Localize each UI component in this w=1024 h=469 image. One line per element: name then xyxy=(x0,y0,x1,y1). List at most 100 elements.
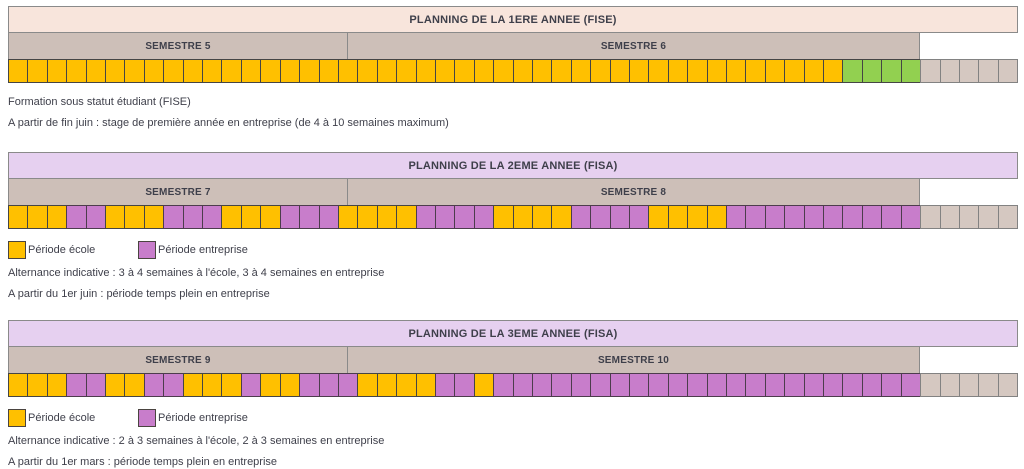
week-cell-periode-ecole xyxy=(27,373,48,397)
week-cell-stage-entreprise xyxy=(900,59,922,83)
week-cell-periode-ecole xyxy=(337,205,359,229)
week-cell-periode-entreprise xyxy=(163,205,184,229)
semester-7-label: SEMESTRE 7 xyxy=(8,178,348,206)
week-cell-periode-ecole xyxy=(357,205,378,229)
week-cell-periode-entreprise xyxy=(629,373,650,397)
week-cell-periode-ecole xyxy=(376,59,398,83)
week-cell-periode-entreprise xyxy=(861,205,883,229)
note-year3-temps-plein: A partir du 1er mars : période temps ple… xyxy=(8,456,278,468)
legend-item-ecole: Période école xyxy=(8,409,138,427)
week-cell-periode-ecole xyxy=(803,59,825,83)
week-cell-periode-ecole xyxy=(396,59,417,83)
week-cell-hors-periode xyxy=(958,59,980,83)
week-cell-periode-ecole xyxy=(337,59,359,83)
week-cell-periode-entreprise xyxy=(85,205,107,229)
planning-title-year1: PLANNING DE LA 1ERE ANNEE (FISE) xyxy=(8,6,1018,33)
week-cell-periode-ecole xyxy=(105,59,126,83)
week-cell-hors-periode xyxy=(958,205,980,229)
semester-9-label: SEMESTRE 9 xyxy=(8,346,348,374)
week-cell-hors-periode xyxy=(939,373,960,397)
week-cell-periode-ecole xyxy=(124,205,145,229)
week-cell-periode-ecole xyxy=(396,205,417,229)
week-cell-periode-ecole xyxy=(46,373,68,397)
week-cell-periode-ecole xyxy=(667,205,689,229)
week-cell-stage-entreprise xyxy=(861,59,883,83)
week-cell-periode-ecole xyxy=(493,59,514,83)
week-cell-periode-entreprise xyxy=(299,373,320,397)
week-cell-hors-periode xyxy=(920,373,941,397)
week-cell-periode-ecole xyxy=(648,205,669,229)
week-cell-periode-entreprise xyxy=(687,373,708,397)
week-cell-periode-ecole xyxy=(531,59,553,83)
week-cell-periode-entreprise xyxy=(900,373,922,397)
week-cell-periode-ecole xyxy=(551,59,572,83)
week-cell-periode-entreprise xyxy=(512,373,533,397)
week-cell-periode-entreprise xyxy=(434,373,456,397)
legend-label-ecole: Période école xyxy=(28,412,96,424)
week-cell-hors-periode xyxy=(978,205,999,229)
week-cell-periode-ecole xyxy=(260,59,281,83)
legend-year2: Période école Période entreprise xyxy=(8,241,1018,259)
note-year1-statut: Formation sous statut étudiant (FISE) xyxy=(8,96,191,108)
legend-item-entreprise: Période entreprise xyxy=(138,409,248,427)
week-cell-periode-ecole xyxy=(221,373,242,397)
week-cell-periode-ecole xyxy=(221,205,242,229)
note-year2-alternance: Alternance indicative : 3 à 4 semaines à… xyxy=(8,267,385,279)
week-cell-periode-entreprise xyxy=(163,373,184,397)
week-cell-hors-periode xyxy=(997,59,1019,83)
legend-item-entreprise: Période entreprise xyxy=(138,241,248,259)
week-cell-periode-entreprise xyxy=(842,205,863,229)
week-cell-periode-ecole xyxy=(240,59,262,83)
planning-title-year3: PLANNING DE LA 3EME ANNEE (FISA) xyxy=(8,320,1018,347)
week-cell-periode-ecole xyxy=(415,373,436,397)
week-row-year3 xyxy=(8,373,1019,397)
week-cell-periode-ecole xyxy=(609,59,630,83)
week-cell-periode-ecole xyxy=(66,59,87,83)
week-cell-periode-entreprise xyxy=(745,373,766,397)
week-cell-periode-ecole xyxy=(27,59,48,83)
week-cell-periode-ecole xyxy=(570,59,592,83)
week-cell-periode-ecole xyxy=(706,59,728,83)
week-cell-periode-entreprise xyxy=(881,373,902,397)
week-cell-periode-ecole xyxy=(706,205,728,229)
week-cell-periode-ecole xyxy=(202,373,223,397)
week-cell-periode-entreprise xyxy=(590,373,611,397)
week-cell-periode-entreprise xyxy=(842,373,863,397)
week-cell-hors-periode xyxy=(978,373,999,397)
semester-row-year3: SEMESTRE 9 SEMESTRE 10 xyxy=(8,346,920,374)
planning-title-year2: PLANNING DE LA 2EME ANNEE (FISA) xyxy=(8,152,1018,179)
week-cell-periode-ecole xyxy=(8,373,29,397)
week-cell-hors-periode xyxy=(997,373,1019,397)
week-cell-periode-entreprise xyxy=(803,205,825,229)
week-cell-periode-entreprise xyxy=(764,205,786,229)
week-cell-periode-entreprise xyxy=(66,373,87,397)
legend-year3: Période école Période entreprise xyxy=(8,409,1018,427)
week-cell-periode-ecole xyxy=(124,373,145,397)
note-year1-stage: A partir de fin juin : stage de première… xyxy=(8,117,449,129)
semester-row-year1: SEMESTRE 5 SEMESTRE 6 xyxy=(8,32,920,60)
week-cell-periode-ecole xyxy=(493,205,514,229)
week-cell-periode-ecole xyxy=(764,59,786,83)
week-row-year2 xyxy=(8,205,1019,229)
week-cell-periode-entreprise xyxy=(803,373,825,397)
week-cell-periode-ecole xyxy=(376,373,398,397)
week-cell-periode-entreprise xyxy=(784,205,805,229)
week-cell-periode-entreprise xyxy=(861,373,883,397)
week-cell-periode-entreprise xyxy=(784,373,805,397)
week-cell-periode-ecole xyxy=(46,205,68,229)
semester-5-label: SEMESTRE 5 xyxy=(8,32,348,60)
week-cell-hors-periode xyxy=(920,59,941,83)
week-cell-periode-ecole xyxy=(454,59,475,83)
week-cell-periode-ecole xyxy=(512,59,533,83)
week-cell-periode-ecole xyxy=(396,373,417,397)
week-cell-periode-entreprise xyxy=(667,373,689,397)
week-cell-periode-entreprise xyxy=(143,373,165,397)
week-cell-periode-ecole xyxy=(357,373,378,397)
week-cell-periode-ecole xyxy=(512,205,533,229)
week-cell-periode-ecole xyxy=(105,205,126,229)
week-cell-periode-entreprise xyxy=(182,205,204,229)
week-cell-periode-entreprise xyxy=(85,373,107,397)
week-cell-periode-ecole xyxy=(27,205,48,229)
week-cell-periode-ecole xyxy=(46,59,68,83)
week-cell-hors-periode xyxy=(978,59,999,83)
